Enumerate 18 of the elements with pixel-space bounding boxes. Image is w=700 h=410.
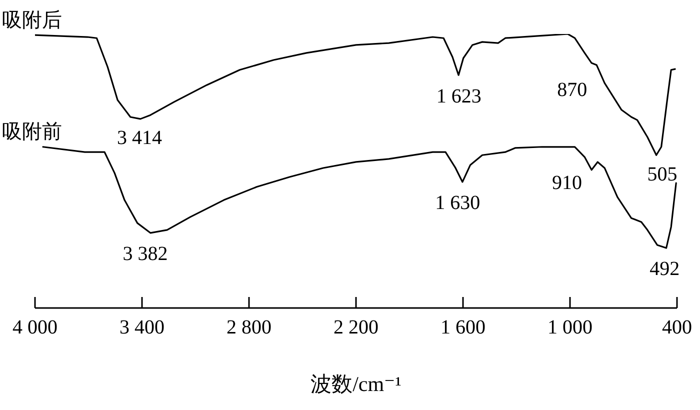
x-tick-label: 3 400 [120,316,164,338]
annotation: 870 [557,79,588,102]
series-label: 吸附后 [2,9,62,32]
annotation: 910 [552,172,582,194]
annotation: 3 414 [117,127,162,150]
annotation: 1 623 [436,85,482,108]
x-tick-label: 1 600 [440,316,486,338]
annotation: 3 382 [122,243,168,266]
x-axis-title: 波数/cm⁻¹ [310,372,402,396]
annotation: 492 [650,258,680,280]
series-label: 吸附前 [2,121,62,144]
x-tick-label: 1 000 [548,316,592,338]
x-tick-label: 4 000 [12,316,58,338]
x-tick-label: 2 800 [226,316,272,338]
x-tick-label: 400 [662,316,692,338]
x-tick-label: 2 200 [334,316,378,338]
annotation: 1 630 [435,192,480,214]
annotation: 505 [647,163,678,186]
